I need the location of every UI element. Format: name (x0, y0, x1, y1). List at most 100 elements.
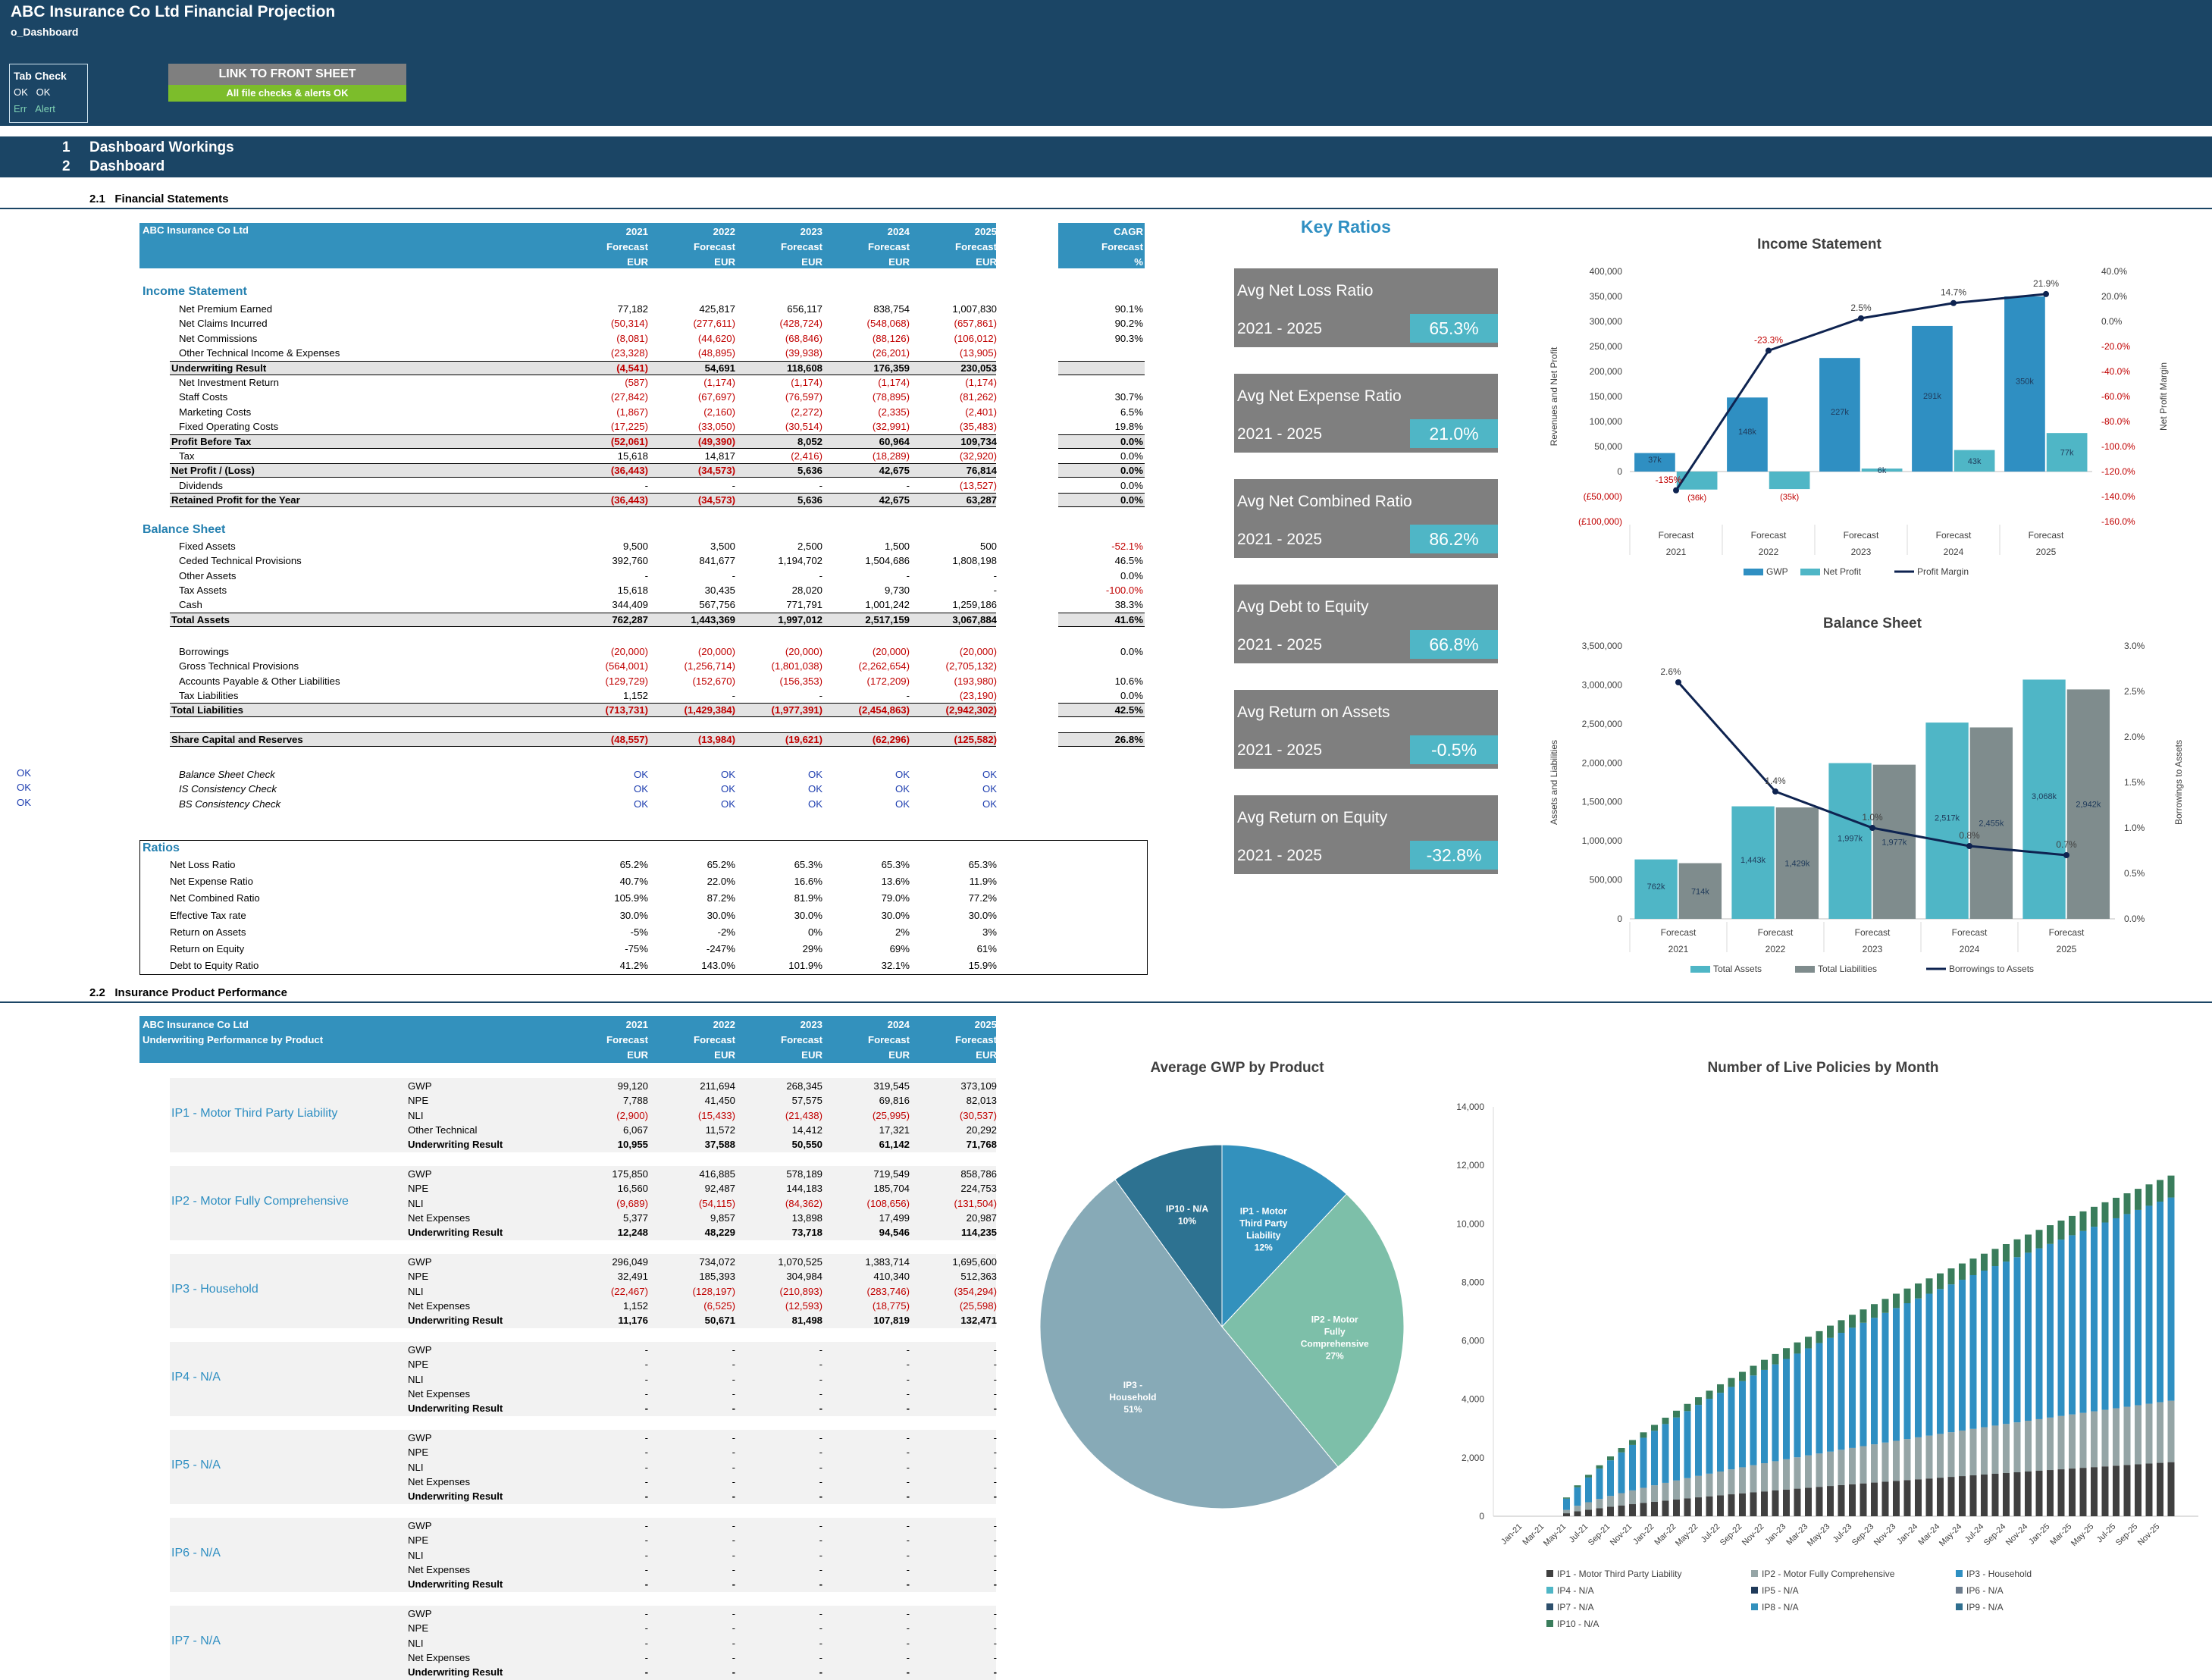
product-metric-value: - (819, 1520, 822, 1531)
row-value: (18,289) (872, 450, 910, 462)
bar-data-label: 77k (2060, 449, 2074, 458)
row-value: (2,262,654) (858, 660, 910, 672)
row-label: Other Assets (179, 569, 237, 581)
row-value: (62,296) (872, 734, 910, 745)
policy-bar (1915, 1479, 1922, 1516)
row-value: (1,256,714) (684, 660, 735, 672)
policy-bar (2025, 1472, 2032, 1516)
fs-year-header: 2025 (974, 226, 997, 237)
product-metric-value: 416,885 (699, 1168, 735, 1180)
policy-bar (1947, 1477, 1955, 1516)
ratio-value: 15.9% (968, 960, 997, 972)
row-value: - (644, 569, 648, 581)
products-year-header: 2023 (800, 1019, 822, 1030)
product-metric-value: - (819, 1432, 822, 1443)
policy-bar (1903, 1303, 1911, 1440)
cagr-band (1058, 612, 1145, 627)
product-metric-value: 92,487 (704, 1183, 735, 1195)
products-year-header: 2025 (974, 1019, 997, 1030)
policy-bar (1991, 1266, 1999, 1426)
policy-bar (1695, 1396, 1702, 1406)
policy-bar (1651, 1485, 1658, 1502)
section-2-1-title: 2.1 Financial Statements (89, 193, 228, 205)
product-metric-value: 373,109 (960, 1080, 997, 1092)
row-cagr: 0.0% (1120, 435, 1143, 447)
link-front-sheet-button[interactable]: LINK TO FRONT SHEET (168, 64, 406, 85)
fs-eur-header: EUR (888, 256, 910, 268)
row-value: (30,514) (785, 421, 822, 433)
y-tick-label: 500,000 (1590, 875, 1623, 885)
row-value: 1,504,686 (865, 555, 910, 567)
product-metric-value: (84,362) (785, 1197, 822, 1209)
row-value: 1,443,369 (691, 613, 735, 625)
product-metric-value: 268,345 (786, 1080, 822, 1092)
policy-bar (1728, 1378, 1735, 1387)
nav-dashboard[interactable]: 2 Dashboard (62, 157, 164, 177)
policy-bar (2123, 1214, 2131, 1407)
ratio-value: 40.7% (619, 876, 648, 888)
ratio-value: 11.9% (969, 876, 997, 888)
products-year-header: 2022 (713, 1019, 735, 1030)
policy-bar (1871, 1482, 1878, 1516)
policy-bar (1717, 1495, 1724, 1516)
product-metric-value: - (906, 1534, 910, 1547)
x-tick-label: May-21 (1542, 1522, 1568, 1548)
nav-dashboard-workings[interactable]: 1 Dashboard Workings (62, 138, 234, 158)
ratio-value: 30.0% (707, 909, 735, 921)
key-ratio-card: Avg Debt to Equity 2021 - 2025 66.8% (1234, 585, 1498, 663)
product-metric-value: - (993, 1666, 997, 1678)
policy-bar (2135, 1464, 2142, 1516)
product-metric-value: - (993, 1622, 997, 1635)
line-data-label: 1.0% (1862, 812, 1883, 823)
bar-data-label: 2,942k (2076, 801, 2101, 810)
row-value: 9,730 (884, 584, 910, 596)
product-metric-value: - (732, 1578, 735, 1591)
product-metric-value: - (906, 1608, 910, 1619)
product-metric-value: - (732, 1666, 735, 1678)
cagr-band (1058, 703, 1145, 718)
legend-swatch (1546, 1603, 1553, 1610)
row-value: OK (982, 798, 997, 810)
ratio-value: 77.2% (968, 892, 997, 904)
ratio-value: 61% (976, 943, 997, 954)
policy-bar (2167, 1462, 2175, 1516)
policy-bar (2167, 1197, 2175, 1401)
row-value: 5,636 (797, 494, 822, 506)
product-metric-value: 61,142 (879, 1139, 910, 1151)
policy-bar (2079, 1230, 2087, 1413)
product-metric-value: 32,491 (617, 1271, 648, 1283)
row-label: Retained Profit for the Year (171, 494, 300, 506)
policy-bar (1893, 1440, 1900, 1481)
product-metric-value: 114,235 (961, 1227, 997, 1239)
row-value: 42,675 (879, 494, 910, 506)
cagr-band (1058, 434, 1145, 449)
fs-year-header: 2021 (625, 226, 648, 237)
product-metric-value: - (993, 1432, 997, 1443)
product-metric-value: 48,229 (704, 1227, 735, 1239)
total-row-band (170, 360, 996, 375)
legend-swatch (1751, 1603, 1758, 1610)
row-value: (1,174) (791, 377, 822, 388)
products-year-header: 2024 (887, 1019, 910, 1030)
row-value: (156,353) (779, 675, 822, 687)
key-ratio-value: 66.8% (1410, 630, 1498, 659)
policy-bar (1563, 1509, 1570, 1514)
section-divider (0, 208, 2212, 209)
product-metric-value: 20,292 (966, 1124, 997, 1136)
tab-check-box: Tab Check OK OK Err Alert (9, 64, 88, 123)
policy-bar (2091, 1227, 2098, 1412)
product-metric-value: 11,572 (705, 1124, 735, 1136)
x-tick-label: Jan-22 (1631, 1522, 1656, 1547)
line-point (1772, 788, 1778, 795)
fs-eur-header: EUR (801, 256, 822, 268)
row-value: (1,429,384) (684, 704, 735, 716)
legend-label: IP5 - N/A (1762, 1585, 1799, 1596)
row-value: OK (982, 769, 997, 780)
row-label: Net Investment Return (179, 377, 279, 388)
row-value: (32,920) (959, 450, 997, 462)
row-value: (36,443) (610, 494, 648, 506)
bar-net-profit (1769, 472, 1810, 490)
y2-tick-label: -160.0% (2101, 516, 2135, 527)
product-metric-value: - (819, 1637, 822, 1649)
row-cagr: 0.0% (1120, 465, 1143, 477)
